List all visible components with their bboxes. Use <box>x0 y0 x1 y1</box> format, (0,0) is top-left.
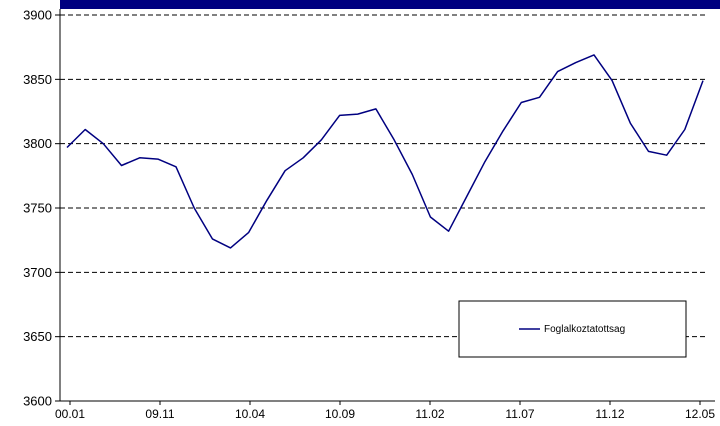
legend-label: Foglalkoztatottsag <box>544 324 625 335</box>
x-tick-label: 11.02 <box>415 407 444 421</box>
y-tick-label: 3700 <box>23 265 52 280</box>
y-tick-label: 3750 <box>23 201 52 216</box>
x-tick-label: 10.09 <box>325 407 355 421</box>
x-tick-label: 11.07 <box>505 407 534 421</box>
title-band <box>60 0 720 9</box>
x-tick-label: 11.12 <box>595 407 624 421</box>
y-axis-ticks: 3900 3850 3800 3750 3700 3650 3600 <box>23 8 60 409</box>
axes <box>59 9 715 402</box>
y-tick-label: 3850 <box>23 72 52 87</box>
x-axis-ticks: 00.01 09.11 10.04 10.09 11.02 11.07 11.12 12.05 <box>55 401 715 421</box>
x-tick-label: 10.04 <box>235 407 265 421</box>
gridlines <box>60 14 705 338</box>
series-line <box>66 54 704 249</box>
legend-box <box>458 300 687 358</box>
x-tick-label: 00.01 <box>55 407 85 421</box>
y-tick-label: 3800 <box>23 136 52 151</box>
y-tick-label: 3600 <box>23 394 52 409</box>
x-tick-label: 09.11 <box>145 407 174 421</box>
series-group <box>66 54 704 249</box>
legend: Foglalkoztatottsag <box>458 300 687 358</box>
x-tick-label: 12.05 <box>685 407 715 421</box>
y-tick-label: 3650 <box>23 329 52 344</box>
y-tick-label: 3900 <box>23 8 52 23</box>
